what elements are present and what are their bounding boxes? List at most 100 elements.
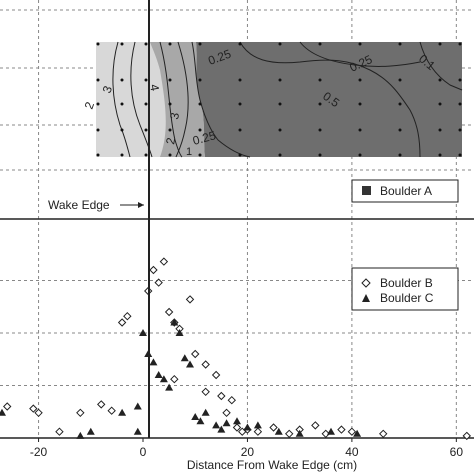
scatter-legend: Boulder B Boulder C	[351, 267, 459, 311]
sample-point	[198, 128, 202, 132]
x-axis-title: Distance From Wake Edge (cm)	[187, 458, 357, 472]
sample-point	[358, 128, 362, 132]
sample-point	[318, 78, 322, 82]
boulder-b-point	[321, 429, 330, 439]
sample-point	[438, 153, 442, 157]
boulder-b-point	[311, 421, 320, 430]
contour-label: 0.25	[191, 128, 217, 148]
sample-point	[438, 42, 442, 46]
square-marker-icon	[362, 186, 371, 195]
boulder-b-point	[164, 307, 174, 317]
boulder-b-point	[76, 408, 85, 418]
boulder-c-point	[133, 427, 142, 435]
contour-line	[299, 41, 421, 67]
boulder-b-point	[227, 395, 236, 405]
boulder-c-point	[0, 408, 6, 416]
contour-label: 4	[147, 83, 162, 92]
contour-label: 2	[82, 100, 98, 111]
sample-point	[96, 78, 100, 82]
contour-line	[419, 41, 463, 91]
x-tick-label: 40	[345, 445, 359, 459]
sample-point	[198, 42, 202, 46]
sample-point	[318, 128, 322, 132]
boulder-c-point	[170, 318, 179, 326]
boulder-c-point	[191, 413, 200, 420]
contour-line	[112, 41, 131, 158]
boulder-b-point	[337, 425, 346, 434]
boulder-b-point	[232, 423, 242, 432]
boulder-b-point	[185, 295, 195, 304]
boulder-c-point	[274, 427, 283, 435]
boulder-b-point	[269, 423, 278, 432]
boulder-b-point	[253, 427, 263, 436]
sample-point	[458, 102, 462, 106]
boulder-b-point	[107, 406, 116, 415]
sample-point	[168, 78, 172, 82]
boulder-b-point	[217, 391, 226, 401]
sample-point	[318, 102, 322, 106]
sample-point	[318, 153, 322, 157]
sample-point	[144, 102, 148, 106]
boulder-c-point	[295, 429, 304, 437]
sample-point	[96, 42, 100, 46]
boulder-c-point	[233, 417, 241, 425]
arrowhead-icon	[138, 202, 144, 208]
legend-label-boulder-b: Boulder B	[380, 276, 433, 290]
boulder-c-point	[149, 358, 158, 366]
boulder-c-point	[118, 408, 127, 416]
boulder-b-point	[462, 431, 471, 441]
boulder-c-point	[243, 423, 252, 431]
boulder-b-point	[191, 349, 200, 359]
x-tick-label: 0	[140, 445, 147, 459]
sample-point	[238, 102, 242, 106]
boulder-b-point	[3, 402, 12, 411]
scatter-grid	[0, 222, 474, 439]
sample-point	[238, 128, 242, 132]
contour-sample-points	[96, 42, 462, 157]
boulder-b-point	[347, 427, 357, 436]
boulder-b-point	[34, 408, 43, 418]
sample-point	[278, 153, 282, 157]
sample-point	[458, 128, 462, 132]
boulder-b-point	[222, 408, 231, 418]
sample-point	[358, 102, 362, 106]
boulder-b-point	[149, 265, 158, 275]
boulder-b-point	[55, 427, 64, 436]
sample-point	[198, 102, 202, 106]
boulder-c-point	[196, 417, 205, 425]
sample-point	[398, 78, 402, 82]
boulder-c-point	[180, 354, 189, 362]
boulder-c-point	[139, 329, 147, 336]
sample-point	[198, 78, 202, 82]
boulder-c-point	[133, 402, 142, 410]
sample-point	[398, 102, 402, 106]
sample-point	[438, 102, 442, 106]
boulder-b-point	[201, 360, 210, 369]
boulder-b-point	[97, 400, 106, 409]
contour-label: 3	[167, 111, 182, 120]
x-tick-label: 60	[450, 445, 464, 459]
sample-point	[120, 128, 124, 132]
contour-label: 2	[163, 136, 178, 145]
boulder-c-point	[217, 425, 226, 433]
boulder-c-point	[86, 427, 95, 435]
sample-point	[458, 42, 462, 46]
sample-point	[198, 153, 202, 157]
contour-map: 0.25 0.25 0.1 0.5 3 2 4 3 2 1 0.25	[82, 41, 463, 158]
sample-point	[278, 102, 282, 106]
legend-label-boulder-a: Boulder A	[380, 184, 432, 198]
sample-point	[278, 42, 282, 46]
boulder-c-point	[222, 419, 231, 427]
sample-point	[120, 153, 124, 157]
wake-edge-annotation: Wake Edge	[48, 198, 144, 212]
sample-point	[238, 78, 242, 82]
sample-point	[168, 42, 172, 46]
sample-point	[144, 128, 148, 132]
sample-point	[144, 153, 148, 157]
contour-line	[159, 41, 183, 158]
contour-panel: 0.25 0.25 0.1 0.5 3 2 4 3 2 1 0.25 Bould…	[0, 0, 474, 219]
boulder-b-point	[117, 318, 127, 327]
boulder-c-point	[76, 431, 85, 439]
boulder-c-point	[175, 329, 184, 336]
sample-point	[96, 102, 100, 106]
